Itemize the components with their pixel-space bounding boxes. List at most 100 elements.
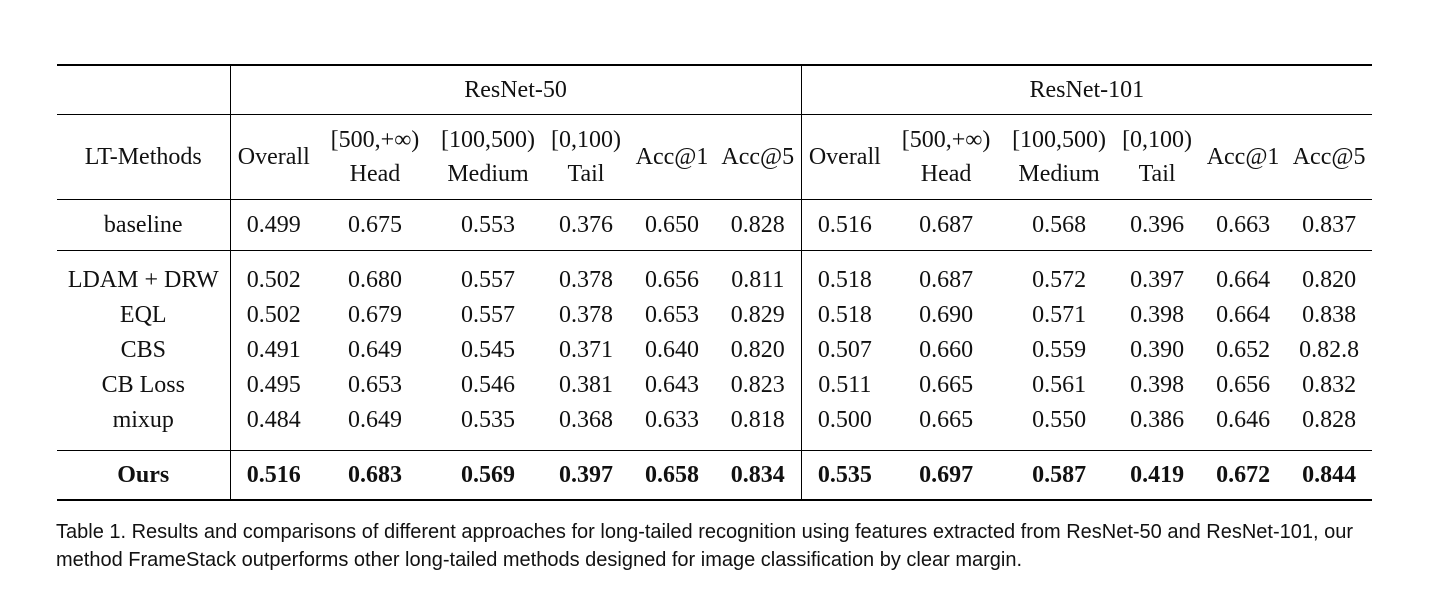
column-header-r101-tail: [0,100) Tail <box>1114 114 1201 200</box>
value-cell: 0.495 <box>246 372 301 398</box>
value-cell: 0.652 <box>1216 337 1271 363</box>
column-name-label: Head <box>920 161 972 187</box>
table-row: CB Loss 0.495 0.653 0.546 0.381 0.643 0.823 0.5… <box>57 368 1372 403</box>
value-cell: 0.511 <box>818 372 872 398</box>
value-cell: 0.568 <box>1004 199 1115 251</box>
value-cell: 0.378 <box>559 302 613 328</box>
value-cell: 0.811 <box>715 250 802 298</box>
column-name-label: Tail <box>1138 161 1176 187</box>
column-range-label: [0,100) <box>551 127 621 153</box>
value-cell: 0.818 <box>715 403 802 451</box>
table-row: Ours 0.516 0.683 0.569 0.397 0.658 0.834 0.535 0… <box>57 450 1373 501</box>
value-cell: 0.484 <box>230 403 317 451</box>
value-cell: 0.507 <box>817 337 872 363</box>
value-cell: 0.587 <box>1004 450 1115 501</box>
column-header-r101-medium: [100,500) Medium <box>1004 114 1115 200</box>
value-cell: 0.546 <box>461 372 515 398</box>
corner-cell <box>57 64 231 115</box>
value-cell: 0.664 <box>1216 267 1271 293</box>
value-cell: 0.653 <box>645 302 699 328</box>
value-cell: 0.557 <box>461 267 515 293</box>
value-cell: 0.550 <box>1004 403 1115 451</box>
method-name: LDAM + DRW <box>57 250 231 298</box>
column-header-r50-medium: [100,500) Medium <box>433 114 543 200</box>
column-header-r101-head: [500,+∞) Head <box>888 114 1005 200</box>
value-cell: 0.837 <box>1286 199 1373 251</box>
value-cell: 0.679 <box>348 302 402 328</box>
value-cell: 0.569 <box>433 450 543 501</box>
table-row: EQL 0.502 0.679 0.557 0.378 0.653 0.829 0.518 0.… <box>57 298 1372 333</box>
column-range-label: [100,500) <box>1012 127 1107 153</box>
value-cell: 0.518 <box>817 302 872 328</box>
value-cell: 0.371 <box>559 337 613 363</box>
value-cell: 0.650 <box>629 199 715 251</box>
column-range-label: [0,100) <box>1122 127 1193 153</box>
column-name-label: Medium <box>1018 161 1100 187</box>
value-cell: 0.687 <box>919 267 974 293</box>
value-cell: 0.690 <box>919 302 974 328</box>
results-table: ResNet-50 ResNet-101 LT-Methods Overall [… <box>57 64 1373 501</box>
table-row: mixup 0.484 0.649 0.535 0.368 0.633 0.818 0.500… <box>57 403 1373 451</box>
group-header-resnet101: ResNet-101 <box>801 64 1373 115</box>
value-cell: 0.559 <box>1032 337 1087 363</box>
value-cell: 0.386 <box>1114 403 1201 451</box>
value-cell: 0.633 <box>629 403 715 451</box>
column-header-r101-acc1: Acc@1 <box>1200 114 1287 200</box>
value-cell: 0.643 <box>645 372 699 398</box>
value-cell: 0.396 <box>1114 199 1201 251</box>
value-cell: 0.398 <box>1130 302 1185 328</box>
value-cell: 0.500 <box>801 403 889 451</box>
value-cell: 0.397 <box>543 450 629 501</box>
value-cell: 0.664 <box>1216 302 1271 328</box>
value-cell: 0.665 <box>919 372 974 398</box>
value-cell: 0.368 <box>543 403 629 451</box>
value-cell: 0.687 <box>888 199 1005 251</box>
value-cell: 0.675 <box>317 199 433 251</box>
column-header-r101-overall: Overall <box>801 114 889 200</box>
value-cell: 0.683 <box>317 450 433 501</box>
value-cell: 0.516 <box>801 199 889 251</box>
value-cell: 0.516 <box>230 450 317 501</box>
value-cell: 0.823 <box>715 368 802 403</box>
value-cell: 0.656 <box>1216 372 1271 398</box>
group-header-resnet50: ResNet-50 <box>230 64 802 115</box>
value-cell: 0.656 <box>645 267 699 293</box>
value-cell: 0.820 <box>715 333 802 368</box>
value-cell: 0.499 <box>230 199 317 251</box>
value-cell: 0.646 <box>1200 403 1287 451</box>
value-cell: 0.381 <box>559 372 613 398</box>
value-cell: 0.535 <box>433 403 543 451</box>
value-cell: 0.553 <box>433 199 543 251</box>
value-cell: 0.419 <box>1114 450 1201 501</box>
method-name: baseline <box>57 199 231 251</box>
value-cell: 0.572 <box>1032 267 1087 293</box>
group-header-row: ResNet-50 ResNet-101 <box>57 64 1373 115</box>
method-header: LT-Methods <box>57 114 231 200</box>
value-cell: 0.376 <box>543 199 629 251</box>
value-cell: 0.697 <box>888 450 1005 501</box>
column-header-r50-acc5: Acc@5 <box>715 114 802 200</box>
method-name: Ours <box>57 450 231 501</box>
column-header-r50-overall: Overall <box>230 114 317 200</box>
value-cell: 0.663 <box>1200 199 1287 251</box>
table-caption: Table 1. Results and comparisons of diff… <box>56 521 1354 571</box>
column-name-label: Medium <box>447 161 529 187</box>
value-cell: 0.834 <box>715 450 802 501</box>
method-name: CB Loss <box>57 368 231 403</box>
value-cell: 0.491 <box>246 337 301 363</box>
value-cell: 0.660 <box>919 337 974 363</box>
value-cell: 0.397 <box>1130 267 1185 293</box>
value-cell: 0.832 <box>1302 372 1357 398</box>
value-cell: 0.828 <box>1286 403 1373 451</box>
value-cell: 0.571 <box>1032 302 1087 328</box>
table-row: CBS 0.491 0.649 0.545 0.371 0.640 0.820 0.507 0.… <box>57 333 1372 368</box>
value-cell: 0.829 <box>715 298 802 333</box>
value-cell: 0.828 <box>715 199 802 251</box>
value-cell: 0.502 <box>246 302 301 328</box>
column-header-r50-head: [500,+∞) Head <box>317 114 433 200</box>
column-header-r50-tail: [0,100) Tail <box>543 114 629 200</box>
value-cell: 0.680 <box>348 267 402 293</box>
value-cell: 0.653 <box>348 372 402 398</box>
column-range-label: [500,+∞) <box>901 127 991 153</box>
value-cell: 0.398 <box>1130 372 1185 398</box>
